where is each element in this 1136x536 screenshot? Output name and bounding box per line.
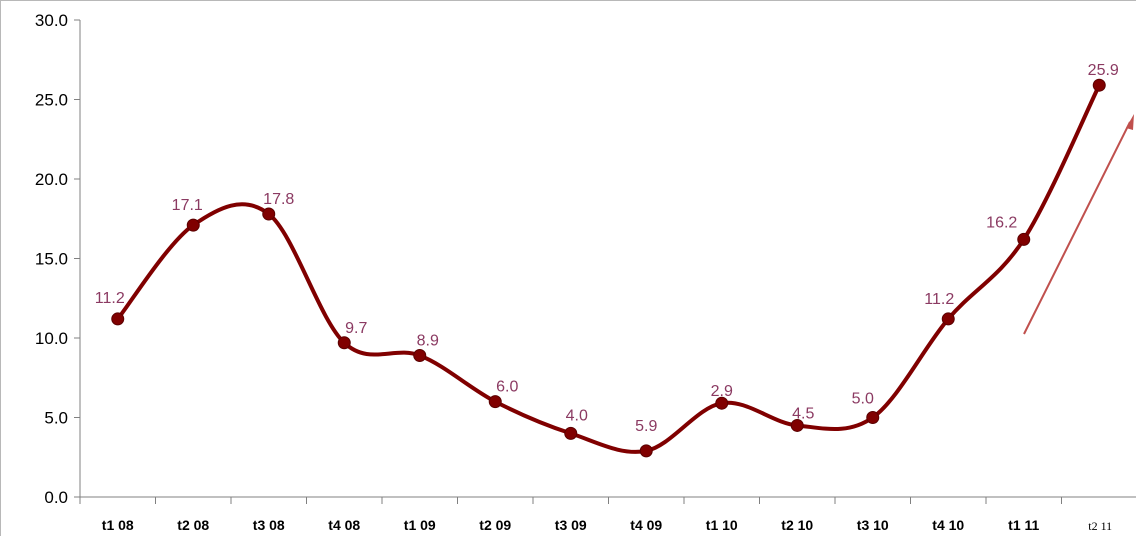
- data-label: 16.2: [986, 214, 1017, 231]
- x-tick-label: t2 08: [177, 517, 209, 533]
- y-tick-label: 30.0: [35, 11, 68, 30]
- trend-arrow-shaft: [1023, 121, 1131, 335]
- data-point: [111, 312, 125, 326]
- data-point: [866, 411, 880, 424]
- series-line: [115, 83, 1102, 454]
- data-label: 6.0: [496, 379, 518, 396]
- data-label: 4.0: [566, 407, 588, 424]
- data-point: [941, 312, 955, 326]
- data-point: [1017, 232, 1031, 246]
- data-label: 9.7: [345, 320, 367, 337]
- x-tick-label: t3 08: [253, 517, 285, 533]
- data-label: 4.5: [792, 405, 814, 422]
- data-point: [488, 395, 502, 409]
- data-label: 25.9: [1088, 62, 1119, 79]
- data-label: 17.1: [172, 197, 203, 214]
- y-tick-label: 0.0: [44, 488, 68, 507]
- y-tick-label: 25.0: [35, 91, 68, 110]
- trend-arrow-head: [1126, 114, 1134, 130]
- y-tick-label: 10.0: [35, 329, 68, 348]
- y-tick-label: 15.0: [35, 250, 68, 269]
- data-label: 11.2: [924, 291, 954, 308]
- data-markers: [111, 78, 1106, 458]
- data-point: [337, 336, 351, 350]
- x-tick-label: t1 10: [706, 517, 738, 533]
- series-line-group: [115, 83, 1102, 454]
- data-point: [639, 444, 653, 458]
- x-tick-label: t4 09: [630, 517, 662, 533]
- x-tick-label: t3 10: [857, 517, 889, 533]
- x-tick-label: t1 11: [1008, 517, 1039, 533]
- data-point: [1092, 78, 1106, 92]
- data-label: 11.2: [95, 290, 125, 307]
- data-label: 5.9: [635, 418, 657, 435]
- data-point: [790, 418, 804, 432]
- data-labels: 11.2 17.1 17.8 9.7 8.9 6.0 4.0 5.9 2.9 4.5 5.0 11.2…: [95, 62, 1119, 435]
- x-tick-label: t1 08: [102, 517, 134, 533]
- data-point: [186, 218, 200, 232]
- x-tick-label: t3 09: [555, 517, 587, 533]
- x-axis: t1 08 t2 08 t3 08 t4 08 t1 09 t2 09 t3 09 t4 09…: [79, 496, 1136, 533]
- x-tick-label: t2 10: [781, 517, 813, 533]
- x-tick-label: t2 11: [1088, 519, 1112, 533]
- x-tick-label: t4 10: [932, 517, 964, 533]
- data-point: [413, 348, 427, 362]
- y-tick-label: 5.0: [44, 409, 68, 428]
- y-axis: 0.0 5.0 10.0 15.0 20.0 25.0 30.0: [35, 11, 81, 507]
- data-label: 2.9: [711, 383, 733, 400]
- y-tick-label: 20.0: [35, 170, 68, 189]
- x-tick-label: t1 09: [404, 517, 436, 533]
- data-point: [715, 396, 729, 410]
- x-tick-label: t4 08: [328, 517, 360, 533]
- data-label: 8.9: [417, 332, 439, 349]
- data-label: 5.0: [852, 391, 874, 408]
- data-label: 17.8: [263, 191, 294, 208]
- trend-arrow-annotation: [1023, 114, 1134, 335]
- data-point: [262, 207, 276, 221]
- data-point: [564, 426, 578, 440]
- x-tick-label: t2 09: [479, 517, 511, 533]
